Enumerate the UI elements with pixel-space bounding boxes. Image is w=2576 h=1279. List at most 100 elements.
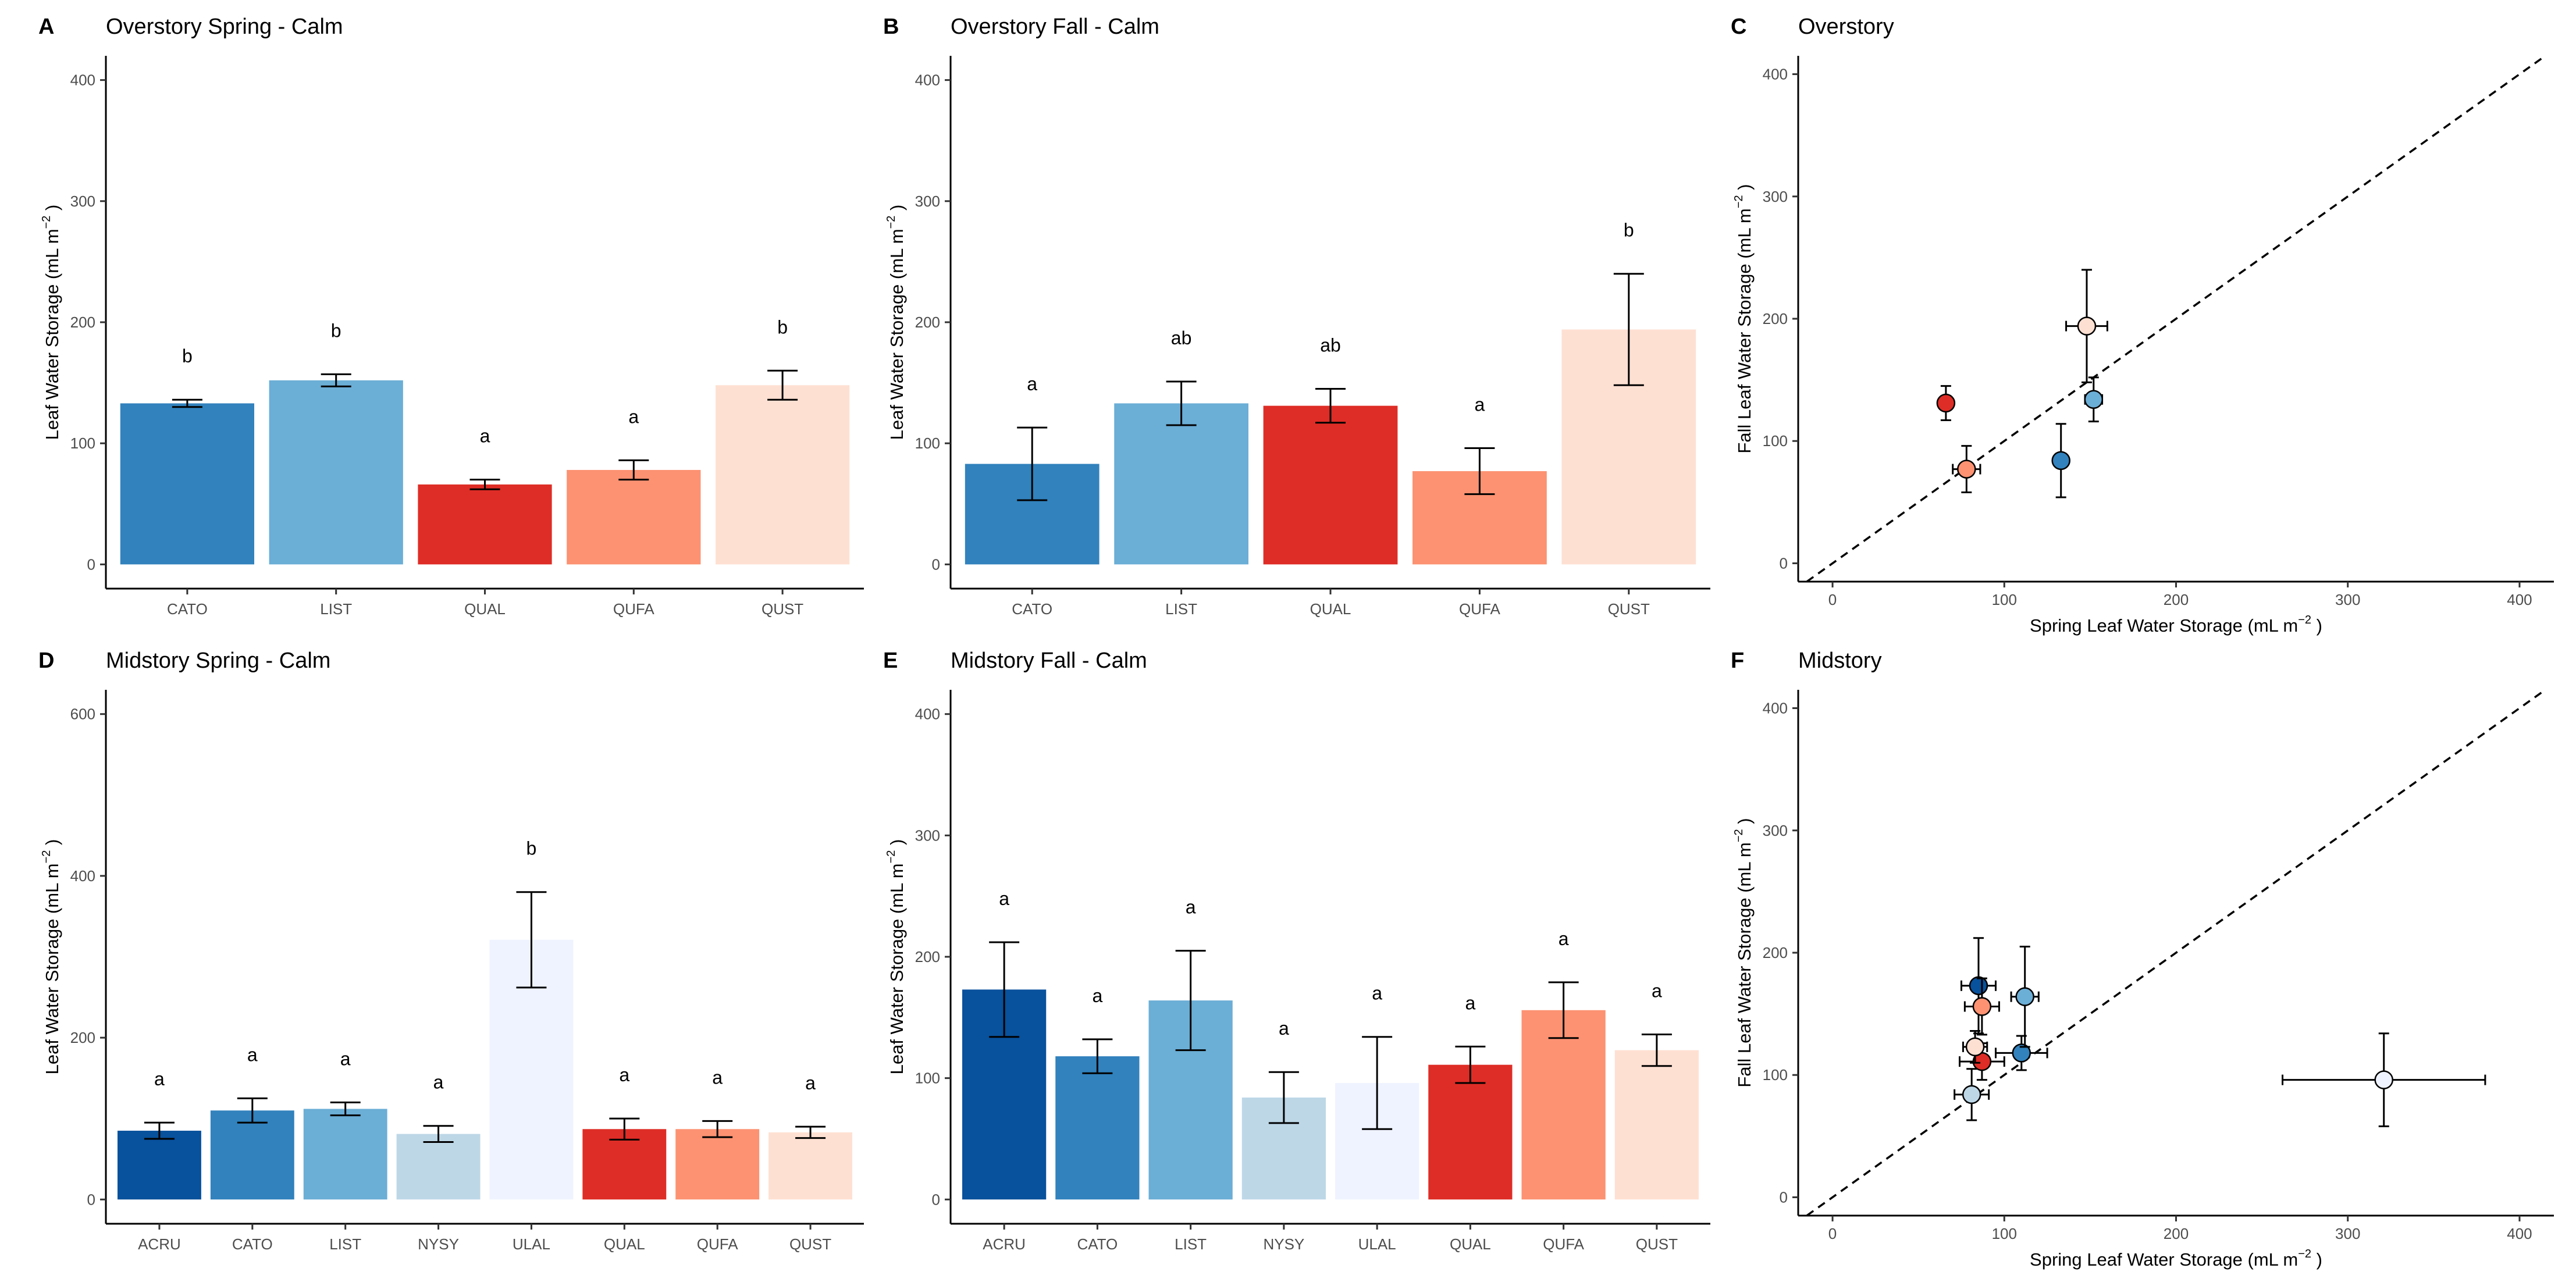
y-tick-label: 0 [87,1191,95,1208]
bar-list [269,380,403,565]
y-tick-label: 400 [915,72,940,89]
panel-letter: D [38,649,54,673]
y-axis-label-exponent: −2 [40,216,53,229]
y-axis-label-close: ) [887,839,907,850]
bar-qual [1263,405,1398,565]
bar-cato [120,403,255,565]
one-to-one-line [1806,689,2546,1217]
y-axis-label: Fall Leaf Water Storage (mL m−2 ) [1732,184,1755,453]
significance-letter: a [1186,897,1196,918]
y-tick-label: 0 [1780,554,1788,572]
y-tick-label: 400 [70,867,95,885]
x-tick-label: 400 [2507,1225,2532,1242]
x-tick-label: LIST [1165,600,1197,618]
panel-title: Midstory [1798,649,1882,673]
y-tick-label: 400 [70,72,95,89]
panel-d: D Midstory Spring - Calm 0 200 400 600 Leaf Wa… [38,649,864,1253]
x-tick-label: 0 [1828,1225,1837,1242]
point-qual [1936,393,1956,413]
y-tick-label: 100 [70,434,95,452]
panel-title: Midstory Fall - Calm [951,649,1147,673]
panel-title: Overstory [1798,15,1894,39]
point-acru [1969,976,1988,996]
significance-letter: ab [1320,335,1341,356]
y-axis-label-text: Fall Leaf Water Storage (mL m [1734,842,1755,1088]
y-tick-label: 300 [70,193,95,210]
x-tick-label: ACRU [983,1235,1026,1253]
significance-letter: a [1559,928,1569,949]
y-axis-label-exponent: −2 [40,850,53,864]
y-tick-label: 200 [70,313,95,331]
panel-letter: A [38,15,54,39]
y-axis-label-text: Leaf Water Storage (mL m [887,863,907,1074]
panel-a: A Overstory Spring - Calm 0 100 200 300 400 Lea… [38,15,864,618]
significance-letter: a [480,426,490,447]
x-axis-label: Spring Leaf Water Storage (mL m−2 ) [2030,1248,2322,1270]
y-axis-label-close: ) [1734,184,1755,195]
point-list [2015,987,2034,1006]
point-nysy [1962,1085,1981,1105]
point-qust [1965,1037,1985,1057]
bar-qust [1614,1050,1699,1200]
y-axis-label: Leaf Water Storage (mL m−2 ) [40,839,62,1075]
significance-letter: a [1465,992,1475,1013]
significance-letter: b [1624,220,1634,241]
y-axis-label-text: Leaf Water Storage (mL m [42,863,62,1074]
x-tick-label: QUAL [1310,600,1351,618]
significance-letter: a [619,1064,629,1085]
significance-letter: a [1652,981,1662,1002]
x-tick-label: QUFA [1459,600,1500,618]
x-tick-label: CATO [167,600,208,618]
bar-list [303,1109,387,1200]
point-list [2084,390,2104,409]
x-tick-label: LIST [1175,1235,1207,1253]
bar-qual [582,1129,667,1200]
y-axis-label: Fall Leaf Water Storage (mL m−2 ) [1732,818,1755,1087]
significance-letter: a [1092,985,1102,1006]
y-tick-label: 100 [915,1070,940,1087]
x-tick-label: QUAL [1450,1235,1491,1253]
y-tick-label: 600 [70,706,95,723]
point-cato [2051,451,2070,471]
y-tick-label: 0 [1780,1188,1788,1206]
significance-letter: b [526,838,537,859]
y-axis-label-close: ) [42,839,62,850]
y-axis-label: Leaf Water Storage (mL m−2 ) [885,839,907,1075]
y-axis-label: Leaf Water Storage (mL m−2 ) [885,205,907,440]
bar-nysy [396,1134,481,1200]
significance-letter: a [1372,983,1382,1004]
x-tick-label: ULAL [1358,1235,1396,1253]
panel-letter: C [1731,15,1746,39]
significance-letter: a [433,1072,444,1093]
significance-letter: b [331,320,341,341]
x-axis-label-exponent: −2 [2298,1248,2311,1260]
panel-b: B Overstory Fall - Calm 0 100 200 300 400 Leaf … [883,15,1710,618]
y-tick-label: 400 [1763,700,1788,717]
y-axis-label-close: ) [1734,818,1755,829]
panel-letter: F [1731,649,1744,673]
point-qufa [1972,997,1992,1016]
y-axis-label-close: ) [42,205,62,216]
y-axis-label-exponent: −2 [1732,829,1745,842]
x-axis-label-text: Spring Leaf Water Storage (mL m [2030,1249,2298,1270]
panel-e: E Midstory Fall - Calm 0 100 200 300 400 Leaf W… [883,649,1710,1253]
bar-qufa [1521,1010,1606,1200]
y-tick-label: 400 [1763,66,1788,83]
x-tick-label: ACRU [138,1235,181,1253]
x-tick-label: CATO [1077,1235,1118,1253]
y-tick-label: 300 [915,826,940,844]
significance-letter: a [999,888,1009,909]
x-axis-label-text: Spring Leaf Water Storage (mL m [2030,615,2298,636]
y-tick-label: 300 [915,193,940,210]
y-tick-label: 200 [915,313,940,331]
x-axis-label-close: ) [2311,615,2322,636]
point-qufa [1957,459,1976,479]
x-tick-label: NYSY [418,1235,459,1253]
one-to-one-line [1806,55,2546,583]
panel-title: Overstory Spring - Calm [106,15,343,39]
x-tick-label: 200 [2164,591,2189,608]
y-tick-label: 0 [87,555,95,573]
x-tick-label: 400 [2507,591,2532,608]
x-tick-label: 100 [1992,591,2017,608]
